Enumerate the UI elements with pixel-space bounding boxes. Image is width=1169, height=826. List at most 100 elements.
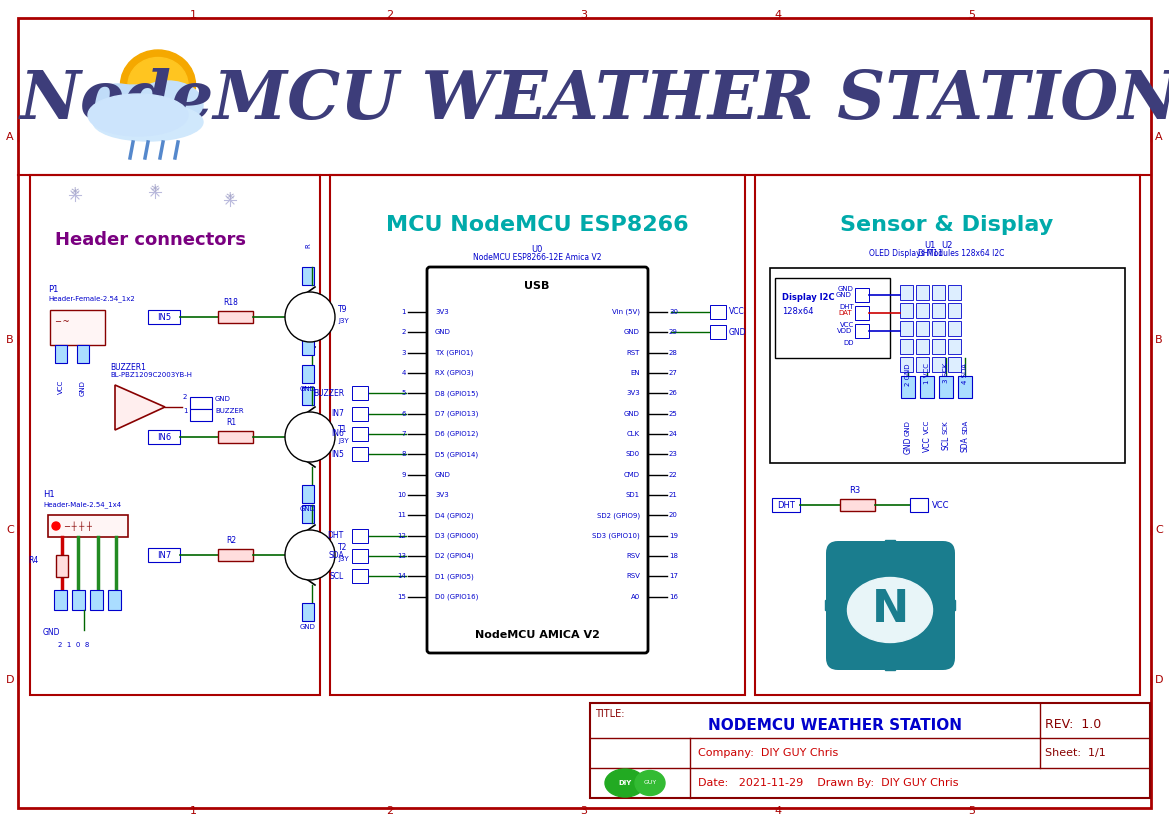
Text: VCC: VCC [729,307,745,316]
Text: P1: P1 [48,285,58,294]
Text: 10: 10 [397,492,406,498]
Text: GND: GND [624,330,639,335]
Text: OLED Displays Modules 128x64 I2C: OLED Displays Modules 128x64 I2C [870,249,1004,258]
Text: D6 (GPIO12): D6 (GPIO12) [435,430,478,437]
Text: Date:   2021-11-29    Drawn By:  DIY GUY Chris: Date: 2021-11-29 Drawn By: DIY GUY Chris [698,778,959,788]
Text: VCC: VCC [924,420,931,434]
Bar [217,311,253,323]
Bar [945,600,955,610]
Text: RSV: RSV [627,553,639,559]
Text: 2 GND: 2 GND [905,363,911,386]
Text: 2: 2 [387,10,394,20]
Bar [920,376,934,398]
Text: 12: 12 [397,533,406,539]
Bar [916,303,929,318]
Bar [302,387,314,405]
Text: T2: T2 [338,543,347,552]
Text: 4 SDA: 4 SDA [962,363,968,384]
Text: T1: T1 [338,425,347,434]
Bar [833,570,843,580]
Text: D5 (GPIO14): D5 (GPIO14) [435,451,478,458]
Text: 22: 22 [669,472,678,477]
Bar [302,267,314,285]
Text: 9: 9 [401,472,406,477]
Text: BUZZER: BUZZER [215,408,243,414]
Bar [330,175,745,695]
Text: 20: 20 [669,512,678,519]
Bar [916,321,929,336]
Text: SDA: SDA [328,552,344,561]
Bar [56,555,68,577]
Text: RSV: RSV [627,573,639,579]
Bar [775,278,890,358]
Text: TX (GPIO1): TX (GPIO1) [435,349,473,356]
Bar [855,652,865,662]
Text: 4: 4 [402,370,406,376]
Text: SD3 (GPIO10): SD3 (GPIO10) [593,533,639,539]
Text: NodeMCU AMICA V2: NodeMCU AMICA V2 [475,630,600,640]
Bar [916,285,929,300]
Text: 24: 24 [669,431,678,437]
Text: 5: 5 [968,10,975,20]
Text: GND: GND [624,411,639,416]
Bar [948,339,961,354]
Bar [191,397,212,409]
Text: B: B [1155,335,1163,345]
Bar [932,339,945,354]
Text: VCC: VCC [932,501,949,510]
Text: N: N [871,588,908,632]
Bar [755,175,1140,695]
Text: 28: 28 [669,349,678,356]
Text: H1: H1 [43,490,55,499]
Text: *: * [71,186,79,204]
Text: VDD: VDD [837,328,852,334]
Bar [710,325,726,339]
Text: 29: 29 [669,330,678,335]
Ellipse shape [88,84,148,126]
Text: J3Y: J3Y [338,556,348,562]
Text: D: D [1155,675,1163,685]
Text: U1: U1 [925,241,935,250]
Ellipse shape [88,94,188,136]
Text: 5: 5 [402,391,406,396]
Text: IN6: IN6 [157,433,171,442]
Text: 3V3: 3V3 [435,309,449,315]
Bar [916,339,929,354]
Bar [302,337,314,355]
Text: R4: R4 [28,556,39,565]
Text: 1: 1 [184,408,187,414]
Bar [855,306,869,320]
Text: C: C [1155,525,1163,535]
Text: 2  1  0  8: 2 1 0 8 [58,642,89,648]
Text: GND: GND [43,628,61,637]
Bar [915,652,925,662]
Text: 128x64: 128x64 [782,307,814,316]
Text: IN7: IN7 [331,409,344,418]
Bar [302,365,314,383]
Text: 27: 27 [669,370,678,376]
Text: IN7: IN7 [157,550,171,559]
Text: SD2 (GPIO9): SD2 (GPIO9) [597,512,639,519]
Text: EN: EN [630,370,639,376]
Bar [939,376,953,398]
Text: U0: U0 [532,245,542,254]
Bar [352,387,368,401]
Text: BL-PBZ1209C2003YB-H: BL-PBZ1209C2003YB-H [110,372,192,378]
Text: Sensor & Display: Sensor & Display [841,215,1053,235]
Text: D: D [6,675,14,685]
FancyBboxPatch shape [826,541,955,670]
Bar [900,285,913,300]
Text: GND: GND [435,472,451,477]
Text: 11: 11 [397,512,406,519]
Text: 21: 21 [669,492,678,498]
Text: 2: 2 [184,394,187,400]
Text: 30: 30 [669,309,678,315]
Ellipse shape [848,577,933,643]
Text: A: A [1155,132,1163,142]
Text: 1: 1 [189,806,196,816]
Text: GND: GND [905,420,911,436]
Bar [909,498,928,512]
Text: DHT11: DHT11 [918,249,943,258]
Text: CLK: CLK [627,431,639,437]
Bar [833,630,843,640]
